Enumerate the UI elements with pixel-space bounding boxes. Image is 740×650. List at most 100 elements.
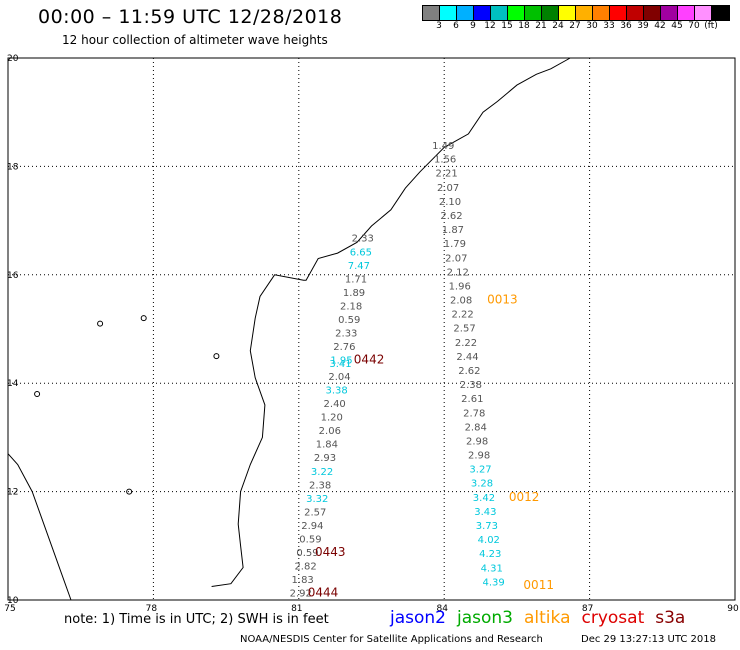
legend-cryosat: cryosat xyxy=(581,608,645,628)
wave-height-value: 2.76 xyxy=(333,342,355,353)
color-swatch xyxy=(695,6,712,20)
pass-number-label: 0442 xyxy=(354,353,385,367)
wave-height-value: 2.84 xyxy=(465,422,487,433)
wave-height-value: 3.22 xyxy=(311,467,333,478)
latitude-tick-label: 10 xyxy=(7,596,19,606)
longitude-tick-label: 78 xyxy=(146,604,158,614)
wave-height-value: 2.10 xyxy=(439,197,461,208)
wave-height-value: 1.95 xyxy=(330,356,352,367)
color-scale-label: 15 xyxy=(501,21,513,31)
wave-height-value: 2.07 xyxy=(437,183,459,194)
wave-height-value: 2.82 xyxy=(294,562,316,573)
pass-number-label: 0013 xyxy=(487,293,518,307)
wave-height-value: 3.73 xyxy=(476,521,498,532)
wave-height-value: 7.47 xyxy=(348,261,370,272)
lake-outline xyxy=(126,488,133,495)
wave-height-value: 1.79 xyxy=(444,239,466,250)
legend-altika: altika xyxy=(524,608,571,628)
wave-height-value: 2.93 xyxy=(314,453,336,464)
lake-outline xyxy=(213,353,220,360)
longitude-tick-label: 81 xyxy=(291,604,302,614)
wave-height-value: 1.87 xyxy=(442,225,464,236)
lake-outline xyxy=(140,315,147,322)
latitude-tick-label: 20 xyxy=(7,54,19,64)
color-scale-label: 36 xyxy=(620,21,632,31)
wave-height-value: 2.38 xyxy=(460,380,482,391)
wave-height-value: 1.84 xyxy=(316,440,338,451)
legend-jason3: jason3 xyxy=(457,608,513,628)
color-swatch xyxy=(576,6,593,20)
color-scale-label: 45 xyxy=(671,21,683,31)
color-scale-label: (ft) xyxy=(704,21,718,31)
map-grid xyxy=(8,58,735,600)
latitude-tick-label: 18 xyxy=(7,162,19,172)
wave-height-value: 2.33 xyxy=(335,329,357,340)
wave-height-value: 2.57 xyxy=(453,324,475,335)
longitude-tick-label: 90 xyxy=(727,604,739,614)
longitude-tick-label: 75 xyxy=(4,604,15,614)
pass-number-label: 0012 xyxy=(509,490,540,504)
wave-height-value: 2.22 xyxy=(451,310,473,321)
wave-height-value: 3.42 xyxy=(473,493,495,504)
wave-height-value: 2.12 xyxy=(447,267,469,278)
color-swatch xyxy=(440,6,457,20)
color-swatch xyxy=(559,6,576,20)
wave-height-value: 2.18 xyxy=(340,301,362,312)
latitude-tick-label: 16 xyxy=(7,271,19,281)
color-scale-label: 9 xyxy=(470,21,476,31)
color-scale-label: 30 xyxy=(586,21,598,31)
legend-s3a: s3a xyxy=(655,608,686,628)
footer-timestamp: Dec 29 13:27:13 UTC 2018 xyxy=(581,634,716,645)
wave-height-value: 6.65 xyxy=(350,247,372,258)
color-scale-label: 70 xyxy=(688,21,700,31)
color-swatch xyxy=(423,6,440,20)
coastline xyxy=(7,57,571,601)
wave-height-value: 3.32 xyxy=(306,494,328,505)
west-coastline xyxy=(7,453,72,601)
wave-height-value: 1.71 xyxy=(345,274,367,285)
color-scale-labels: 3 6 9 12 15 18 21 24 27 30 33 36 39 42 45 70 (ft) xyxy=(422,21,732,33)
color-swatch xyxy=(474,6,491,20)
wave-height-value: 1.49 xyxy=(432,141,454,152)
wave-height-value: 2.92 xyxy=(290,589,312,600)
color-swatch xyxy=(610,6,627,20)
legend-jason2: jason2 xyxy=(390,608,446,628)
color-swatch xyxy=(712,6,729,20)
wave-height-value: 1.96 xyxy=(449,281,471,292)
color-scale-label: 39 xyxy=(637,21,649,31)
latitude-tick-label: 14 xyxy=(7,379,19,389)
lake-outline xyxy=(97,320,104,327)
color-scale-label: 33 xyxy=(603,21,615,31)
axis-tick-labels: 75 78 81 84 87 90 10 12 14 16 18 20 xyxy=(4,54,739,614)
wave-height-value: 2.38 xyxy=(309,480,331,491)
satellite-legend: jason2 jason3 altika cryosat s3a xyxy=(390,608,696,628)
color-scale-label: 3 xyxy=(436,21,442,31)
color-swatch xyxy=(508,6,525,20)
wave-height-value: 0.59 xyxy=(296,548,318,559)
wave-height-value: 1.56 xyxy=(434,155,456,166)
wave-height-value: 3.43 xyxy=(474,507,496,518)
wave-height-value: 3.27 xyxy=(469,465,491,476)
wave-height-value: 4.23 xyxy=(479,549,501,560)
color-scale-label: 21 xyxy=(535,21,547,31)
wave-height-value: 2.61 xyxy=(461,394,483,405)
wave-height-value: 2.40 xyxy=(324,399,346,410)
wave-height-value: 4.31 xyxy=(481,563,503,574)
color-scale-label: 27 xyxy=(569,21,581,31)
india-east-coastline xyxy=(211,57,571,587)
color-swatch xyxy=(525,6,542,20)
wave-height-value: 0.59 xyxy=(338,315,360,326)
longitude-tick-label: 84 xyxy=(436,604,448,614)
wave-height-value: 0.59 xyxy=(299,535,321,546)
wave-height-value: 2.22 xyxy=(455,338,477,349)
wave-height-value: 2.21 xyxy=(435,169,457,180)
map-title: 00:00 – 11:59 UTC 12/28/2018 xyxy=(38,6,343,28)
color-scale-label: 6 xyxy=(453,21,459,31)
wave-height-observations: 1.49 1.56 2.21 2.07 2.10 2.62 1.87 1.79 2.07 2.12… xyxy=(290,141,554,600)
wave-height-value: 2.98 xyxy=(468,451,490,462)
lake-outline xyxy=(34,391,41,398)
color-scale-label: 24 xyxy=(552,21,564,31)
map-border xyxy=(7,57,736,601)
wave-height-value: 4.39 xyxy=(483,577,505,588)
